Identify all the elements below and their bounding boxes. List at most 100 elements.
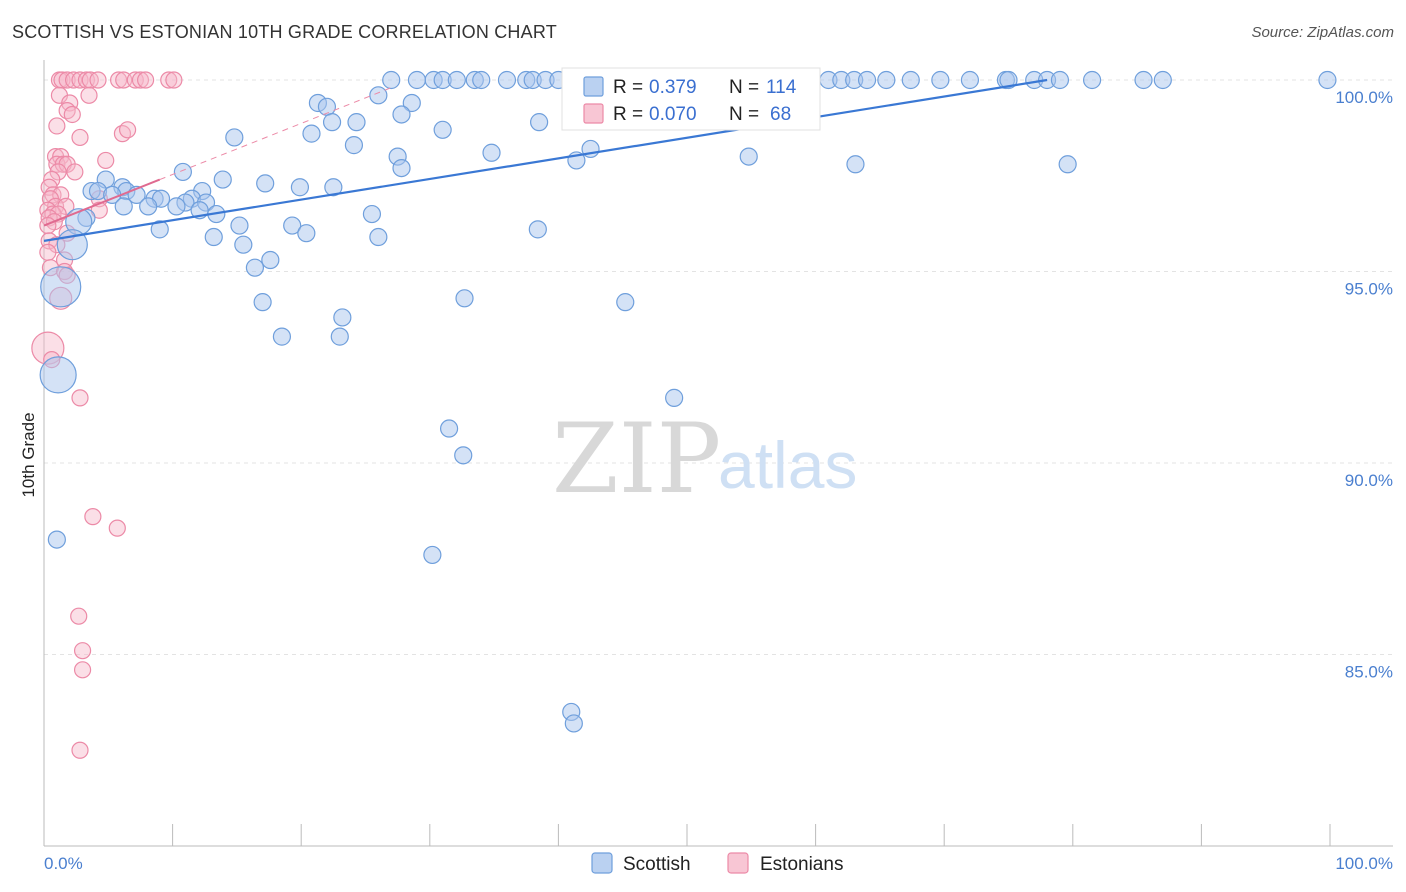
scottish-point xyxy=(245,258,265,277)
scottish-point xyxy=(362,204,382,224)
estonian-point xyxy=(63,105,81,124)
scottish-point xyxy=(454,446,473,465)
x-tick-label-max: 100.0% xyxy=(1335,854,1393,873)
y-axis-label: 10th Grade xyxy=(19,412,38,497)
scottish-point xyxy=(857,70,877,90)
scottish-point xyxy=(877,70,896,90)
scottish-point xyxy=(901,70,920,90)
scottish-point xyxy=(114,197,133,216)
stats-scottish-r-label: R = xyxy=(613,77,643,98)
scottish-point xyxy=(931,70,950,90)
stats-box: R = 0.379 N = 114 R = 0.070 N = 68 xyxy=(561,67,821,131)
estonian-point xyxy=(165,71,183,89)
y-tick-label: 95.0% xyxy=(1345,280,1393,299)
scottish-point xyxy=(999,70,1018,90)
scottish-point xyxy=(402,93,421,113)
scottish-point xyxy=(530,113,549,132)
scottish-point xyxy=(392,158,411,178)
estonian-point xyxy=(89,71,107,89)
scottish-point xyxy=(665,388,684,407)
scottish-point xyxy=(167,197,186,216)
watermark-zip: ZIP xyxy=(552,403,721,515)
scottish-point xyxy=(139,197,158,216)
source-note: Source: ZipAtlas.com xyxy=(1251,24,1394,41)
scottish-point xyxy=(1153,70,1172,90)
estonian-point xyxy=(58,71,76,89)
estonian-point xyxy=(84,508,102,526)
scottish-point xyxy=(272,327,292,346)
stats-estonian-r-value: 0.070 xyxy=(649,104,697,125)
scottish-point xyxy=(392,105,411,124)
scottish-point xyxy=(439,419,459,438)
scottish-point xyxy=(261,250,280,270)
grid-lines xyxy=(44,79,1393,655)
legend: Scottish Estonians xyxy=(591,852,843,875)
estonian-point xyxy=(97,151,115,170)
scottish-point xyxy=(407,70,427,90)
scottish-point xyxy=(447,70,466,90)
estonian-point xyxy=(80,86,98,104)
axes xyxy=(43,60,1393,847)
estonian-point xyxy=(66,163,84,181)
estonian-point xyxy=(39,243,57,261)
scottish-point xyxy=(47,530,66,549)
estonian-point xyxy=(39,216,57,235)
scottish-point xyxy=(173,162,192,182)
stats-scottish-r-value: 0.379 xyxy=(649,77,697,98)
scottish-point xyxy=(960,70,980,90)
y-tick-label: 100.0% xyxy=(1335,88,1393,107)
scottish-point xyxy=(297,224,316,243)
scottish-point xyxy=(324,178,343,197)
scottish-point xyxy=(333,308,352,327)
scottish-point xyxy=(283,216,302,235)
estonian-trend-line xyxy=(43,178,161,227)
scottish-point xyxy=(1134,70,1153,90)
scottish-point xyxy=(347,113,366,132)
scottish-point xyxy=(39,356,77,394)
scottish-point xyxy=(528,220,547,239)
scottish-point xyxy=(1050,70,1070,90)
estonian-point xyxy=(71,741,89,759)
scottish-point xyxy=(382,70,401,90)
stats-estonian-r-label: R = xyxy=(613,104,643,125)
scottish-point xyxy=(482,143,501,162)
scottish-point xyxy=(472,70,491,90)
scottish-point xyxy=(423,545,442,565)
scottish-point xyxy=(330,327,349,346)
y-tick-labels: 100.0% 95.0% 90.0% 85.0% xyxy=(1335,88,1393,682)
scottish-trend-line xyxy=(43,78,1048,242)
estonian-point xyxy=(71,389,89,407)
scottish-point xyxy=(1318,70,1337,90)
scottish-point xyxy=(369,86,388,105)
legend-label-estonian: Estonians xyxy=(760,854,843,875)
scottish-point xyxy=(253,293,272,312)
estonian-point xyxy=(70,607,88,625)
estonian-point xyxy=(48,117,66,135)
x-tick-label-min: 0.0% xyxy=(44,854,83,873)
scottish-points xyxy=(39,70,1337,733)
stats-estonian-n-value: 68 xyxy=(770,104,791,125)
trend-lines xyxy=(43,78,1048,242)
scottish-point xyxy=(564,714,583,733)
estonian-point xyxy=(73,642,92,660)
legend-label-scottish: Scottish xyxy=(623,854,691,875)
stats-swatch-estonian xyxy=(583,103,604,124)
scottish-point xyxy=(40,266,82,308)
scottish-point xyxy=(616,293,635,312)
scottish-point xyxy=(302,124,321,143)
estonian-point xyxy=(73,661,92,679)
scottish-point xyxy=(497,70,517,90)
scottish-point xyxy=(739,147,758,166)
scottish-point xyxy=(455,289,474,308)
estonian-point xyxy=(108,519,126,537)
stats-swatch-scottish xyxy=(583,76,604,97)
scottish-point xyxy=(1058,155,1077,174)
scottish-point xyxy=(1082,70,1102,90)
estonian-point xyxy=(131,71,150,89)
scottish-point xyxy=(204,227,223,247)
scottish-point xyxy=(256,174,275,193)
scottish-point xyxy=(225,128,244,147)
estonian-point xyxy=(160,71,178,89)
scottish-point xyxy=(213,170,232,189)
estonian-point xyxy=(64,71,83,89)
